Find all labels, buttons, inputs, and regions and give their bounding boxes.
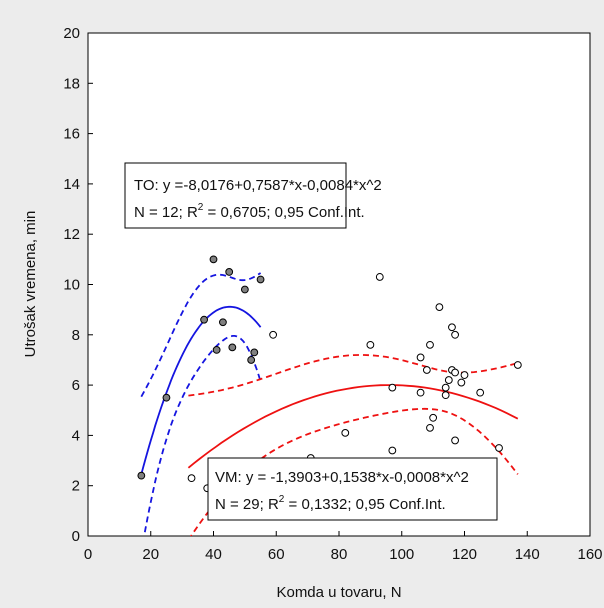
x-tick-label: 20 [142,546,159,563]
y-axis-title: Utrošak vremena, min [22,211,39,358]
y-tick-label: 14 [63,176,80,193]
y-tick-label: 0 [72,528,80,545]
to-data-point [162,393,171,402]
vm-data-point [426,340,434,349]
vm-data-point [426,423,434,432]
vm-stats-suffix: = 0,1332; 0,95 Conf.Int. [284,496,445,513]
to-equation: TO: y =-8,0176+0,7587*x-0,0084*x^2 [134,177,382,194]
vm-data-point [451,436,459,445]
vm-data-point [269,330,278,339]
vm-data-point [476,388,485,397]
vm-data-point [416,353,425,362]
y-tick-label: 18 [63,75,80,92]
vm-data-point [435,303,444,312]
vm-data-point [451,330,459,339]
y-tick-label: 10 [63,277,80,294]
x-tick-label: 40 [205,546,222,563]
y-tick-label: 8 [72,327,80,344]
y-tick-label: 6 [72,377,80,394]
vm-data-point [187,474,196,483]
vm-stats-sup: 2 [279,494,285,505]
vm-data-point [422,366,431,374]
y-tick-label: 20 [63,25,80,42]
to-data-point [212,345,221,354]
vm-data-point [429,413,438,422]
to-stats-prefix: N = 12; R [134,204,198,221]
to-fit-line [140,305,262,475]
vm-fit-line [187,384,519,469]
x-tick-label: 100 [389,546,414,563]
series-layer [137,255,522,536]
vm-stats-prefix: N = 29; R [215,496,279,513]
x-tick-label: 0 [84,546,92,563]
vm-data-point [457,378,466,387]
y-tick-label: 4 [72,427,80,444]
plot-area [87,32,591,537]
x-tick-label: 80 [331,546,348,563]
to-data-point [240,285,249,294]
to-data-point [225,268,234,276]
series-to [137,255,265,536]
vm-data-point [495,444,503,452]
vm-ci-lower-line [189,407,519,536]
y-tick-label: 12 [63,226,80,243]
vm-data-point [388,446,397,455]
vm-data-point [448,323,456,332]
x-axis-ticks: 0 20 40 60 80 100 120 140 160 [84,531,603,563]
to-ci-upper-line [140,272,262,398]
y-tick-label: 2 [72,478,80,495]
vm-data-point [416,388,425,397]
vm-data-point [513,361,522,369]
to-stats-sup: 2 [198,202,204,213]
to-stats: N = 12; R2 = 0,6705; 0,95 Conf.Int. [134,202,365,221]
x-tick-label: 160 [577,546,602,563]
vm-stats: N = 29; R2 = 0,1332; 0,95 Conf.Int. [215,494,446,513]
vm-data-point [444,376,453,384]
to-ci-lower-line [143,335,262,536]
vm-data-point [441,391,450,400]
vm-data-point [375,273,384,281]
to-data-point [137,471,146,480]
x-tick-label: 120 [452,546,477,563]
to-stats-suffix: = 0,6705; 0,95 Conf.Int. [203,204,364,221]
to-data-point [200,315,208,324]
to-data-point [228,343,237,352]
vm-data-point [460,371,469,379]
to-data-point [209,255,218,264]
vm-data-point [366,340,375,349]
to-data-point [250,348,259,357]
vm-annotation-box: VM: y = -1,3903+0,1538*x-0,0008*x^2 N = … [207,457,498,521]
to-data-point [219,318,227,327]
vm-annotation-frame [207,457,498,521]
series-vm [187,273,522,536]
vm-equation: VM: y = -1,3903+0,1538*x-0,0008*x^2 [215,469,469,486]
to-data-point [247,356,256,364]
to-data-point [256,275,265,284]
x-tick-label: 140 [515,546,540,563]
vm-data-point [341,428,350,437]
x-tick-label: 60 [268,546,285,563]
to-annotation-box: TO: y =-8,0176+0,7587*x-0,0084*x^2 N = 1… [124,162,382,229]
vm-data-point [441,383,450,392]
to-annotation-frame [124,162,347,229]
vm-data-point [388,383,397,392]
y-axis-ticks: 0 2 4 6 8 10 12 14 16 18 20 [63,25,93,545]
vm-data-point [451,368,459,377]
y-tick-label: 16 [63,126,80,143]
x-axis-title: Komda u tovaru, N [276,584,401,601]
